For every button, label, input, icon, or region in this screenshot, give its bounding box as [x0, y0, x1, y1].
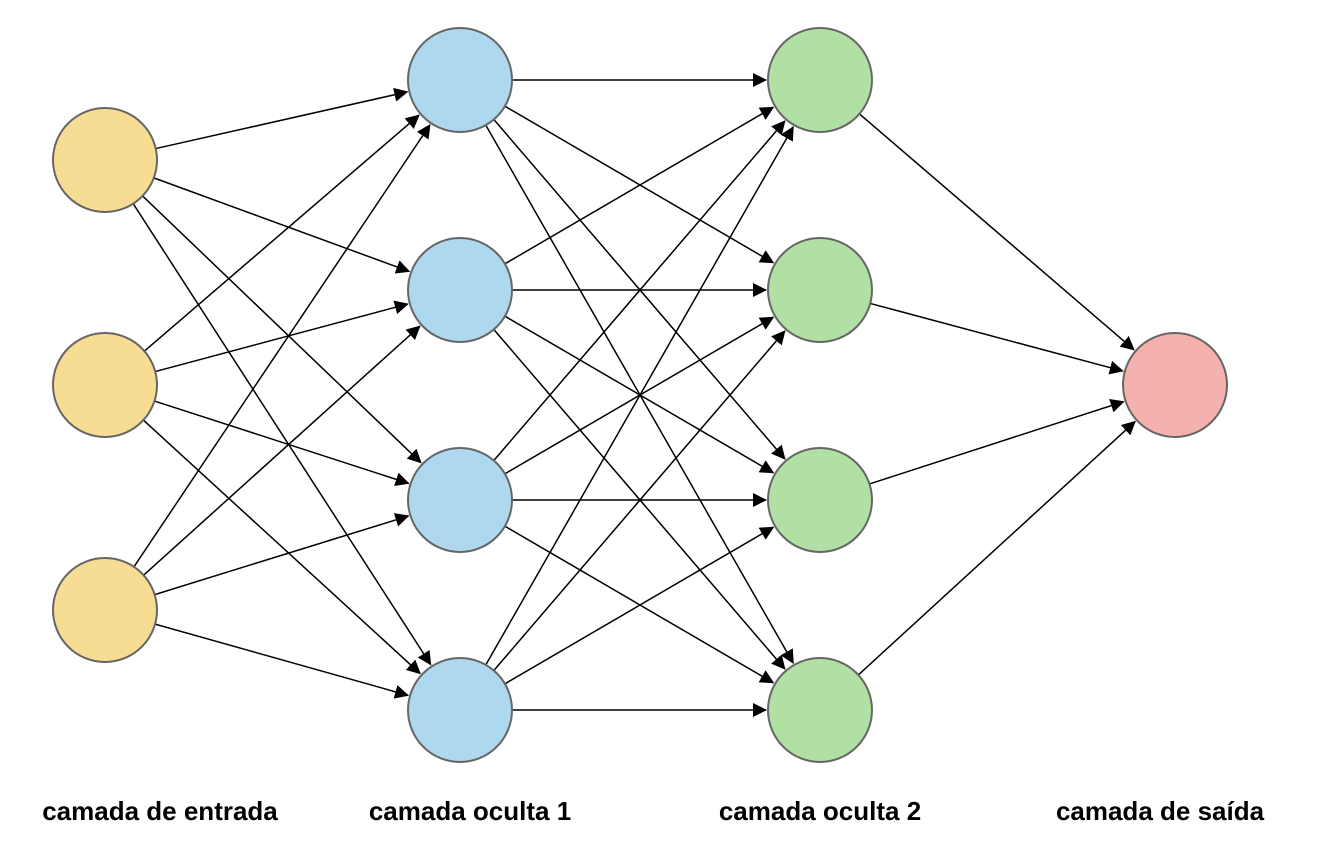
- edge: [155, 304, 408, 372]
- edge: [143, 420, 420, 673]
- edge: [494, 329, 785, 669]
- node-hidden2-3: [768, 658, 872, 762]
- edge: [859, 114, 1134, 350]
- edge: [505, 107, 773, 264]
- edge: [494, 331, 785, 671]
- edge: [143, 196, 421, 463]
- edge: [486, 127, 793, 665]
- neural-network-diagram: camada de entrada camada oculta 1 camada o…: [0, 0, 1318, 862]
- node-output-0: [1123, 333, 1227, 437]
- edge: [154, 178, 409, 272]
- edge: [505, 527, 773, 684]
- edges-group: [133, 80, 1135, 710]
- labels-group: camada de entrada camada oculta 1 camada o…: [42, 796, 1264, 826]
- node-hidden2-2: [768, 448, 872, 552]
- node-hidden1-3: [408, 658, 512, 762]
- edge: [156, 92, 408, 149]
- edge: [144, 115, 419, 351]
- node-hidden2-0: [768, 28, 872, 132]
- layer-label-input: camada de entrada: [42, 796, 278, 826]
- edge: [134, 125, 430, 567]
- node-hidden2-1: [768, 238, 872, 342]
- edge: [505, 316, 773, 473]
- edge: [494, 121, 785, 461]
- edge: [133, 204, 431, 665]
- node-input-1: [53, 333, 157, 437]
- layer-label-output: camada de saída: [1056, 796, 1265, 826]
- node-hidden1-1: [408, 238, 512, 342]
- edge: [858, 421, 1135, 674]
- edge: [155, 516, 409, 595]
- node-input-0: [53, 108, 157, 212]
- edge: [155, 624, 408, 695]
- edge: [870, 303, 1123, 371]
- edge: [494, 119, 785, 459]
- node-input-2: [53, 558, 157, 662]
- edge: [869, 402, 1123, 484]
- edge: [505, 106, 773, 263]
- layer-label-hidden2: camada oculta 2: [719, 796, 921, 826]
- layer-label-hidden1: camada oculta 1: [369, 796, 571, 826]
- node-hidden1-2: [408, 448, 512, 552]
- edge: [505, 526, 773, 683]
- node-hidden1-0: [408, 28, 512, 132]
